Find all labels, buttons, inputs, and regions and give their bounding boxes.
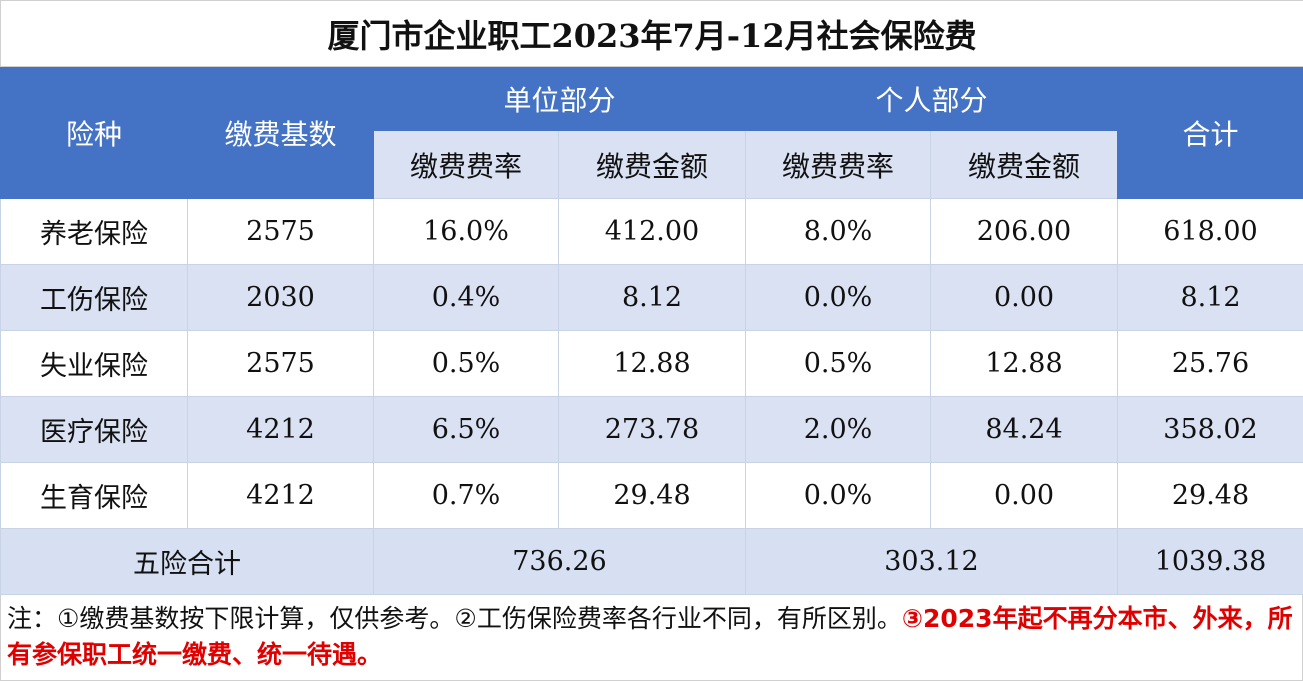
data-cell: 4212: [187, 462, 374, 529]
data-cell: 0.0%: [745, 462, 931, 529]
table-title: 厦门市企业职工2023年7月-12月社会保险费: [0, 0, 1303, 67]
data-cell: 206.00: [930, 198, 1118, 265]
summary-cell: 1039.38: [1116, 528, 1303, 595]
header-row: 险种 缴费基数 单位部分 个人部分 合计: [0, 66, 1303, 199]
subheader-row: 缴费费率 缴费金额 缴费费率 缴费金额: [1, 130, 1303, 199]
summary-label: 五险合计: [0, 528, 374, 595]
data-cell: 273.78: [558, 396, 746, 463]
data-cell: 16.0%: [373, 198, 559, 265]
header-cell: 个人部分: [745, 66, 1118, 131]
data-cell: 412.00: [558, 198, 746, 265]
header-cell: 单位部分: [373, 66, 746, 131]
data-cell: 2.0%: [745, 396, 931, 463]
subheader-cell: 缴费费率: [745, 130, 931, 199]
data-row: 医疗保险 4212 6.5% 273.78 2.0% 84.24 358.02: [0, 396, 1303, 463]
insurance-table: 厦门市企业职工2023年7月-12月社会保险费 险种 缴费基数 单位部分 个人部…: [0, 0, 1303, 595]
summary-cell: 736.26: [373, 528, 746, 595]
note-text: 注：①缴费基数按下限计算，仅供参考。②工伤保险费率各行业不同，有所区别。: [7, 604, 902, 633]
data-cell: 2575: [187, 198, 374, 265]
data-cell: 2030: [187, 264, 374, 331]
data-cell: 8.0%: [745, 198, 931, 265]
data-cell: 医疗保险: [0, 396, 188, 463]
summary-row: 五险合计 736.26 303.12 1039.38: [0, 528, 1303, 595]
data-cell: 0.0%: [745, 264, 931, 331]
data-cell: 8.12: [558, 264, 746, 331]
data-cell: 25.76: [1116, 330, 1303, 397]
data-cell: 12.88: [558, 330, 746, 397]
data-cell: 养老保险: [0, 198, 188, 265]
data-cell: 84.24: [930, 396, 1118, 463]
summary-cell: 303.12: [745, 528, 1118, 595]
subheader-cell: 缴费金额: [558, 130, 746, 199]
data-cell: 6.5%: [373, 396, 559, 463]
header-cell: 缴费基数: [187, 66, 374, 199]
data-cell: 29.48: [1116, 462, 1303, 529]
data-cell: 0.7%: [373, 462, 559, 529]
data-row: 生育保险 4212 0.7% 29.48 0.0% 0.00 29.48: [0, 462, 1303, 529]
subheader-cell: 缴费费率: [373, 130, 559, 199]
subheader-cell: 缴费金额: [930, 130, 1118, 199]
data-cell: 生育保险: [0, 462, 188, 529]
data-cell: 12.88: [930, 330, 1118, 397]
data-cell: 失业保险: [0, 330, 188, 397]
title-row: 厦门市企业职工2023年7月-12月社会保险费: [0, 0, 1303, 67]
header-cell: 险种: [0, 66, 188, 199]
data-cell: 工伤保险: [0, 264, 188, 331]
data-row: 养老保险 2575 16.0% 412.00 8.0% 206.00 618.00: [0, 198, 1303, 265]
data-cell: 0.00: [930, 462, 1118, 529]
data-row: 工伤保险 2030 0.4% 8.12 0.0% 0.00 8.12: [0, 264, 1303, 331]
note-highlight: ③2023年起不再分本市、外来，所有参保职工统一缴费、统一待遇。: [7, 604, 1293, 669]
data-cell: 0.4%: [373, 264, 559, 331]
data-cell: 2575: [187, 330, 374, 397]
data-cell: 29.48: [558, 462, 746, 529]
data-cell: 358.02: [1116, 396, 1303, 463]
data-row: 失业保险 2575 0.5% 12.88 0.5% 12.88 25.76: [0, 330, 1303, 397]
data-cell: 0.5%: [745, 330, 931, 397]
table-body: 厦门市企业职工2023年7月-12月社会保险费 险种 缴费基数 单位部分 个人部…: [0, 0, 1303, 595]
data-cell: 4212: [187, 396, 374, 463]
data-cell: 618.00: [1116, 198, 1303, 265]
data-cell: 0.5%: [373, 330, 559, 397]
header-cell: 合计: [1116, 66, 1303, 199]
data-cell: 8.12: [1116, 264, 1303, 331]
data-cell: 0.00: [930, 264, 1118, 331]
note: 注：①缴费基数按下限计算，仅供参考。②工伤保险费率各行业不同，有所区别。③202…: [0, 595, 1303, 681]
